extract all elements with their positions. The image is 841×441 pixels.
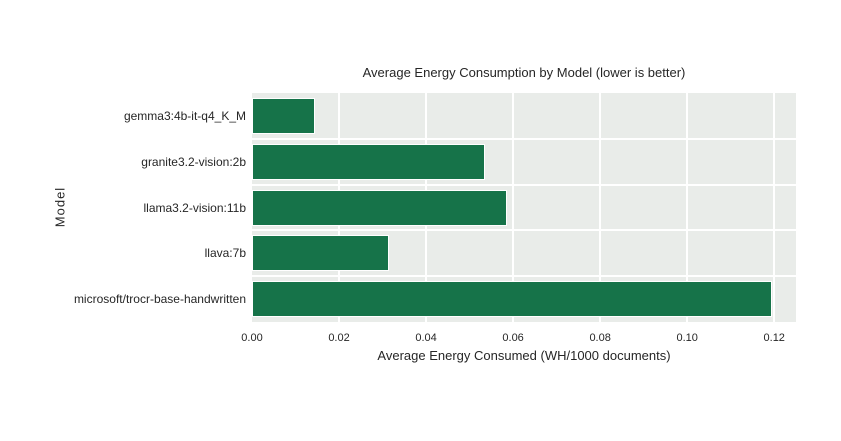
x-axis-title: Average Energy Consumed (WH/1000 documen… [377,348,671,363]
gridline-horizontal [252,137,796,140]
y-tick-label: gemma3:4b-it-q4_K_M [123,108,246,123]
bar [252,235,390,272]
bar [252,97,316,134]
bar [252,189,507,226]
x-tick-label: 0.06 [502,332,524,344]
gridline-horizontal [252,183,796,186]
gridline-horizontal [252,275,796,278]
gridline-vertical [773,93,776,322]
x-tick-label: 0.02 [328,332,350,344]
y-tick-label: granite3.2-vision:2b [141,154,246,169]
bar [252,281,773,318]
gridline-horizontal [252,229,796,232]
bar [252,143,485,180]
x-tick-label: 0.10 [676,332,698,344]
gridline-vertical [686,93,689,322]
x-tick-label: 0.12 [763,332,785,344]
y-tick-label: microsoft/trocr-base-handwritten [73,292,246,307]
x-tick-label: 0.08 [589,332,611,344]
plot-area [252,93,796,322]
x-tick-label: 0.00 [241,332,263,344]
y-tick-label: llama3.2-vision:11b [143,200,247,215]
chart-title: Average Energy Consumption by Model (low… [362,65,686,80]
x-tick-label: 0.04 [415,332,437,344]
gridline-vertical [512,93,515,322]
gridline-vertical [599,93,602,322]
y-tick-label: llava:7b [204,246,246,261]
